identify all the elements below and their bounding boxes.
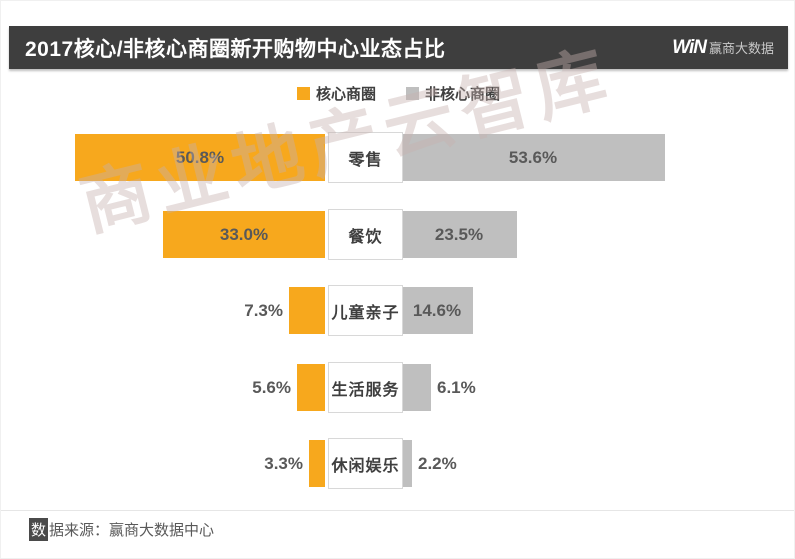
logo-brand-text: 赢商大数据 [708,40,774,56]
win-data-logo: WiN 赢商大数据 [672,37,788,59]
legend: 核心商圈 非核心商圈 [1,83,794,104]
category-label: 零售 [328,132,403,183]
noncore-value-label: 14.6% [412,300,462,320]
legend-label-core: 核心商圈 [315,86,376,103]
chart-row-2: 餐饮 33.0% 23.5% [1,209,794,260]
category-label: 餐饮 [328,209,403,260]
noncore-value-label: 53.6% [508,147,558,167]
data-source-note: 数 据来源：赢商大数据中心 [29,518,214,541]
noncore-bar [401,287,473,334]
core-value-label: 33.0% [219,224,269,244]
legend-label-noncore: 非核心商圈 [425,86,501,103]
tornado-chart: 零售 50.8% 53.6% 餐饮 33.0% 23.5% 儿童亲子 7.3% 14.6% 生活服… [1,119,794,499]
noncore-value-label: 2.2% [418,453,457,473]
legend-item-core: 核心商圈 [296,83,376,104]
category-label: 休闲娱乐 [328,438,403,489]
chart-title: 2017核心/非核心商圈新开购物中心业态占比 [25,37,446,61]
core-bar [309,440,325,487]
chart-row-5: 休闲娱乐 3.3% 2.2% [1,438,794,489]
category-label: 儿童亲子 [328,285,403,336]
core-swatch-icon [296,87,310,100]
source-first-char: 数 [29,518,49,541]
win-logo-icon: WiN [672,36,707,58]
core-bar [75,134,325,181]
noncore-value-label: 6.1% [437,377,476,397]
core-bar [297,364,325,411]
core-bar [289,287,325,334]
core-bar [163,211,325,258]
chart-row-4: 生活服务 5.6% 6.1% [1,362,794,413]
core-value-label: 5.6% [252,377,291,397]
category-label: 生活服务 [328,362,403,413]
title-bar: 2017核心/非核心商圈新开购物中心业态占比 WiN 赢商大数据 [9,26,788,69]
legend-item-noncore: 非核心商圈 [406,83,500,104]
chart-row-3: 儿童亲子 7.3% 14.6% [1,285,794,336]
noncore-swatch-icon [406,87,419,100]
noncore-bar [401,211,517,258]
core-value-label: 50.8% [175,147,225,167]
noncore-bar [401,440,412,487]
core-value-label: 3.3% [264,453,303,473]
core-value-label: 7.3% [244,300,283,320]
noncore-value-label: 23.5% [434,224,484,244]
source-text: 据来源：赢商大数据中心 [49,522,215,539]
footer-divider [1,510,794,511]
noncore-bar [401,134,665,181]
chart-row-1: 零售 50.8% 53.6% [1,132,794,183]
noncore-bar [401,364,431,411]
